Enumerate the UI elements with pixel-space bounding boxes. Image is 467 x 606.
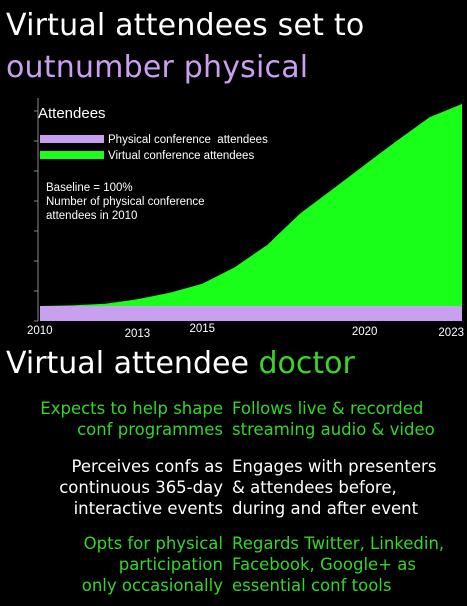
- subtitle-accent: doctor: [258, 346, 355, 381]
- x-tick-label: 2015: [190, 323, 216, 335]
- x-tick-label: 2010: [27, 325, 53, 337]
- trait-right-3: Regards Twitter, Linkedin, Facebook, Goo…: [232, 533, 464, 596]
- annotation-line-1: Baseline = 100%: [46, 182, 133, 194]
- attendees-area-chart: 2010 2013 2015 2020 2023 Attendees Physical …: [27, 98, 464, 340]
- trait-line: essential conf tools: [232, 576, 392, 595]
- trait-line: continuous 365-day: [59, 478, 223, 497]
- x-tick-label: 2020: [352, 326, 378, 338]
- x-tick-label: 2013: [125, 328, 151, 340]
- chart-x-ticks: 2010 2013 2015 2020 2023: [27, 323, 464, 340]
- trait-left-2: Perceives confs as continuous 365-day in…: [1, 456, 223, 519]
- title-line-2: outnumber physical: [6, 50, 309, 85]
- trait-left-1: Expects to help shape conf programmes: [1, 398, 223, 440]
- trait-right-1: Follows live & recorded streaming audio …: [232, 398, 464, 440]
- trait-line: Engages with presenters: [232, 457, 437, 476]
- virtual-attendees-area: [40, 104, 462, 306]
- trait-line: Follows live & recorded: [232, 399, 424, 418]
- trait-line: & attendees before,: [232, 478, 397, 497]
- chart-axis: [34, 98, 39, 322]
- y-axis-label: Attendees: [38, 105, 106, 122]
- trait-line: Perceives confs as: [71, 457, 223, 476]
- trait-line: Opts for physical: [83, 534, 223, 553]
- baseline-annotation: Baseline = 100% Number of physical confe…: [46, 182, 205, 222]
- chart-areas: [40, 104, 462, 321]
- legend-label-physical: Physical conference attendees: [108, 134, 268, 146]
- subtitle-text: Virtual attendee: [6, 346, 259, 381]
- trait-right-2: Engages with presenters & attendees befo…: [232, 456, 464, 519]
- annotation-line-3: attendees in 2010: [46, 210, 137, 222]
- trait-line: conf programmes: [77, 420, 223, 439]
- trait-line: interactive events: [73, 499, 223, 518]
- subtitle: Virtual attendee doctor: [6, 344, 355, 384]
- legend: Physical conference attendees Virtual co…: [40, 134, 268, 162]
- trait-line: Regards Twitter, Linkedin,: [232, 534, 445, 553]
- legend-label-virtual: Virtual conference attendees: [108, 150, 254, 162]
- x-tick-label: 2023: [438, 327, 464, 339]
- legend-swatch-physical: [40, 135, 104, 143]
- trait-left-3: Opts for physical participation only occ…: [1, 533, 223, 596]
- annotation-line-2: Number of physical conference: [46, 196, 205, 208]
- trait-line: only occasionally: [81, 576, 223, 595]
- trait-line: participation: [118, 555, 223, 574]
- trait-line: Facebook, Google+ as: [232, 555, 416, 574]
- legend-swatch-virtual: [40, 151, 104, 159]
- trait-line: streaming audio & video: [232, 420, 435, 439]
- title-line-1: Virtual attendees set to: [6, 8, 365, 43]
- trait-line: Expects to help shape: [40, 399, 223, 418]
- trait-line: during and after event: [232, 499, 419, 518]
- physical-attendees-area: [40, 306, 462, 321]
